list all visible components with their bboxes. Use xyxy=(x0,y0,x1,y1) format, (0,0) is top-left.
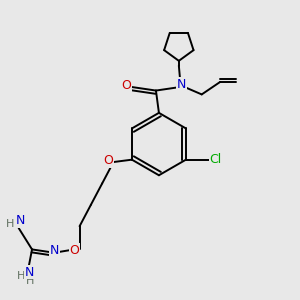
Text: O: O xyxy=(121,79,131,92)
Text: H: H xyxy=(17,271,25,281)
Text: N: N xyxy=(15,214,25,227)
Text: H: H xyxy=(26,276,35,286)
Text: H: H xyxy=(6,220,14,230)
Text: O: O xyxy=(69,244,79,257)
Text: Cl: Cl xyxy=(209,153,222,166)
Text: N: N xyxy=(177,77,186,91)
Text: O: O xyxy=(103,154,113,167)
Text: N: N xyxy=(50,244,60,257)
Text: N: N xyxy=(24,266,34,278)
